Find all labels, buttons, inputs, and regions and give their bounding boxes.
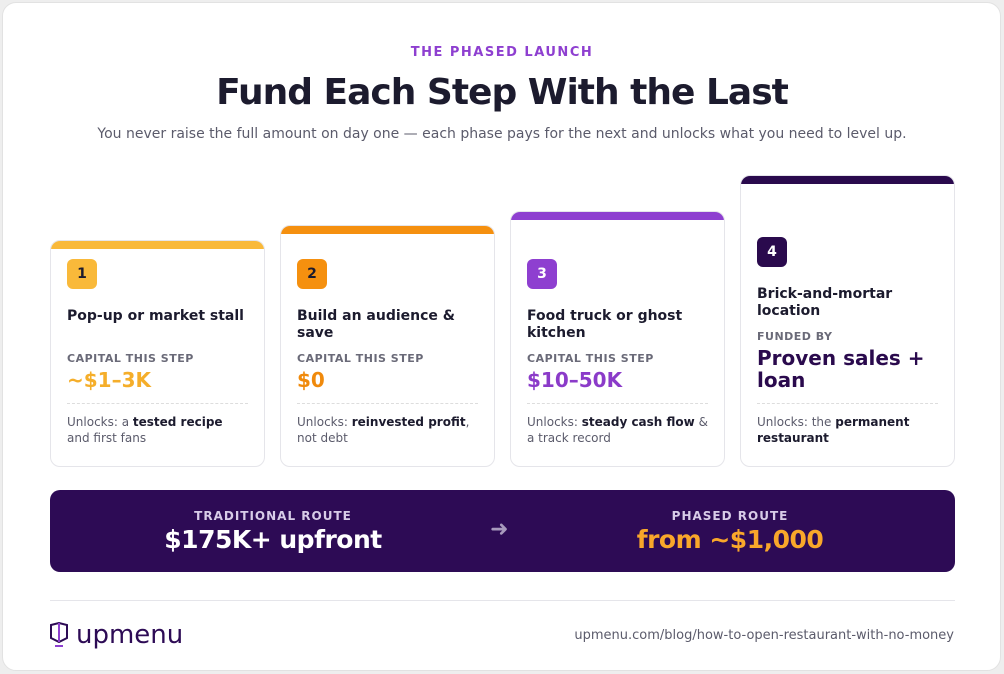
brand: upmenu: [76, 620, 184, 650]
left-label: TRADITIONAL ROUTE: [194, 509, 352, 523]
step-divider: [757, 403, 938, 404]
step-unlocks: Unlocks: reinvested profit, not debt: [297, 414, 478, 446]
step-card: 4 Brick-and-mortar location FUNDED BY Prove…: [740, 175, 955, 467]
step-badge: 3: [527, 259, 557, 289]
left-value: $175K+ upfront: [164, 525, 382, 554]
unlocks-text: permanent restaurant: [757, 415, 910, 445]
step-card: 1 Pop-up or market stall CAPITAL THIS STEP…: [50, 240, 265, 467]
unlocks-text: Unlocks:: [527, 415, 582, 429]
step-unlocks: Unlocks: a tested recipe and first fans: [67, 414, 248, 446]
step-label: CAPITAL THIS STEP: [527, 352, 654, 365]
step-bar: [511, 212, 724, 220]
eyebrow: THE PHASED LAUNCH: [410, 45, 594, 60]
unlocks-text: tested recipe: [132, 415, 223, 429]
step-value: Proven sales + loan: [757, 346, 925, 392]
step-bar: [281, 226, 494, 234]
step-title: Brick-and-mortar location: [757, 286, 893, 319]
step-title: Build an audience & save: [297, 308, 455, 341]
step-badge: 4: [757, 237, 787, 267]
step-divider: [527, 403, 708, 404]
right-label: PHASED ROUTE: [671, 509, 789, 523]
source-url: upmenu.com/blog/how-to-open-restaurant-w…: [574, 628, 954, 643]
subtitle: You never raise the full amount on day o…: [97, 126, 907, 142]
unlocks-text: Unlocks: a: [67, 415, 133, 429]
unlocks-text: and first fans: [67, 431, 147, 445]
step-divider: [67, 403, 248, 404]
title: Fund Each Step With the Last: [216, 72, 789, 113]
step-label: FUNDED BY: [757, 330, 833, 343]
arrow: ➜: [490, 517, 509, 542]
unlocks-text: , not debt: [297, 415, 470, 445]
step-unlocks: Unlocks: the permanent restaurant: [757, 414, 938, 446]
unlocks-text: reinvested profit: [351, 415, 466, 429]
step-value: $10–50K: [527, 368, 623, 392]
unlocks-text: Unlocks: the: [757, 415, 836, 429]
step-title: Pop-up or market stall: [67, 308, 244, 324]
step-bar: [741, 176, 954, 184]
step-card: 3 Food truck or ghost kitchen CAPITAL THIS…: [510, 211, 725, 467]
step-label: CAPITAL THIS STEP: [67, 352, 194, 365]
step-title: Food truck or ghost kitchen: [527, 308, 683, 341]
right-value: from ~$1,000: [636, 525, 824, 554]
step-unlocks: Unlocks: steady cash flow & a track reco…: [527, 414, 708, 446]
step-value: $0: [297, 368, 325, 392]
logo-icon: [50, 622, 68, 647]
step-value: ~$1–3K: [67, 368, 152, 392]
step-badge: 2: [297, 259, 327, 289]
unlocks-text: & a track record: [527, 415, 708, 445]
step-bar: [51, 241, 264, 249]
step-card: 2 Build an audience & save CAPITAL THIS ST…: [280, 225, 495, 467]
step-label: CAPITAL THIS STEP: [297, 352, 424, 365]
step-divider: [297, 403, 478, 404]
step-badge: 1: [67, 259, 97, 289]
banner: TRADITIONAL ROUTE $175K+ upfront ➜ PHASE…: [50, 490, 955, 572]
unlocks-text: Unlocks:: [297, 415, 352, 429]
unlocks-text: steady cash flow: [581, 415, 695, 429]
footer-rule: [50, 600, 955, 601]
